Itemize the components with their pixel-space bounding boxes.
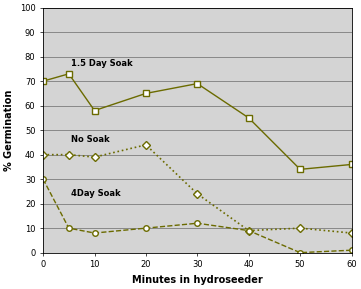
Text: 4Day Soak: 4Day Soak [71,189,121,198]
Text: No Soak: No Soak [71,136,110,144]
Y-axis label: % Germination: % Germination [4,90,14,171]
X-axis label: Minutes in hydroseeder: Minutes in hydroseeder [132,275,263,285]
Text: 1.5 Day Soak: 1.5 Day Soak [71,60,133,68]
